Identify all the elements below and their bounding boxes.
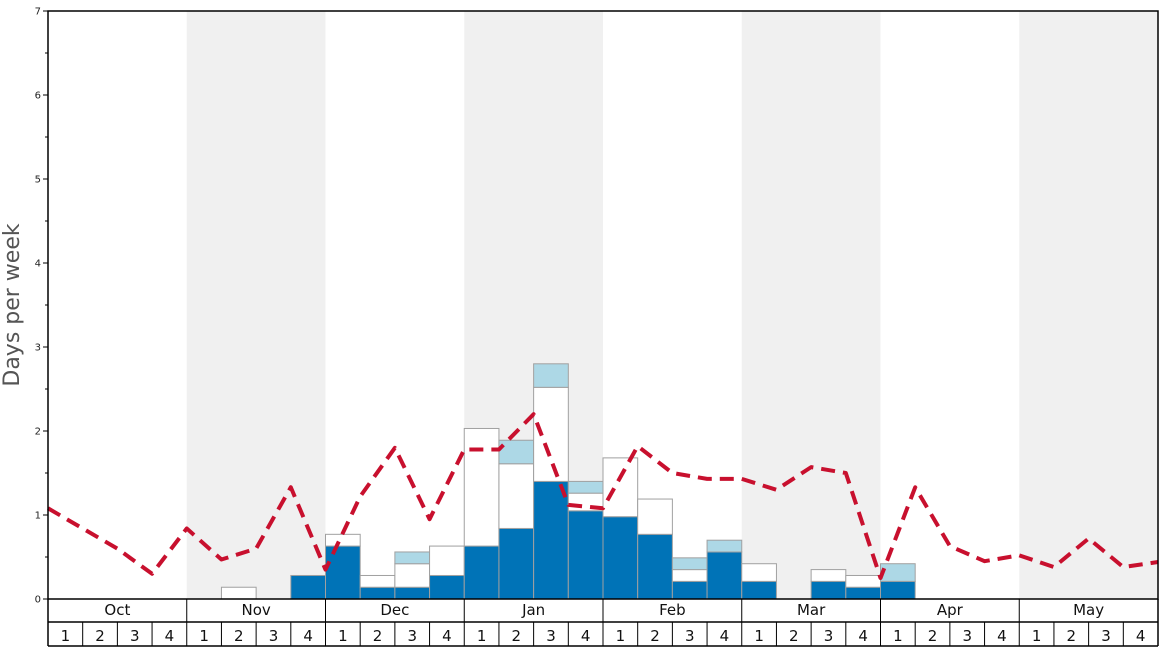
month-label-may: May bbox=[1073, 601, 1104, 619]
month-label-nov: Nov bbox=[241, 601, 270, 619]
week-label: 3 bbox=[546, 627, 556, 645]
month-label-mar: Mar bbox=[797, 601, 826, 619]
week-label: 3 bbox=[1101, 627, 1111, 645]
average-line-layer bbox=[46, 412, 1159, 580]
week-label: 2 bbox=[1067, 627, 1077, 645]
week-label: 2 bbox=[234, 627, 244, 645]
y-tick-label: 5 bbox=[35, 175, 41, 186]
week-label: 1 bbox=[477, 627, 487, 645]
bar-segment-light-week-25 bbox=[880, 563, 916, 582]
week-label: 3 bbox=[962, 627, 972, 645]
bar-segment-dark-week-15 bbox=[533, 480, 569, 600]
y-tick-label: 7 bbox=[35, 7, 41, 18]
bar-segment-dark-week-8 bbox=[290, 574, 326, 600]
bar-segment-white-week-15 bbox=[533, 386, 569, 482]
y-tick-label: 0 bbox=[35, 595, 41, 606]
y-tick-label: 1 bbox=[35, 511, 41, 522]
week-label: 1 bbox=[199, 627, 209, 645]
bar-layer bbox=[220, 363, 916, 600]
week-label: 2 bbox=[789, 627, 799, 645]
month-shade-nov bbox=[186, 11, 326, 599]
week-label: 4 bbox=[997, 627, 1007, 645]
week-label: 1 bbox=[61, 627, 71, 645]
bar-segment-white-week-21 bbox=[741, 563, 777, 582]
week-label: 3 bbox=[269, 627, 279, 645]
bar-segment-white-week-18 bbox=[637, 498, 673, 535]
bar-segment-white-week-6 bbox=[220, 586, 257, 600]
bar-segment-white-week-24 bbox=[845, 574, 881, 588]
bar-segment-white-week-23 bbox=[810, 569, 847, 582]
bar-segment-dark-week-12 bbox=[429, 574, 465, 600]
bar-segment-dark-week-23 bbox=[810, 580, 847, 600]
bar-segment-light-week-11 bbox=[394, 551, 431, 565]
week-label: 1 bbox=[893, 627, 903, 645]
bar-segment-dark-week-25 bbox=[880, 580, 916, 600]
y-tick-label: 2 bbox=[35, 427, 41, 438]
y-tick-label: 4 bbox=[35, 259, 41, 270]
week-label: 1 bbox=[338, 627, 348, 645]
bar-segment-white-week-14 bbox=[498, 463, 535, 529]
bar-segment-white-week-13 bbox=[463, 427, 500, 547]
week-label: 4 bbox=[442, 627, 452, 645]
bar-segment-white-week-12 bbox=[429, 545, 465, 576]
week-label: 1 bbox=[616, 627, 626, 645]
bar-segment-dark-week-16 bbox=[567, 510, 604, 600]
axis-layer: 0 1 2 3 4 5 6 7 Oct Nov Dec Jan Feb Mar Apr May 1 2 3 4 1 2 3 4… bbox=[35, 7, 1159, 647]
month-label-dec: Dec bbox=[380, 601, 409, 619]
bar-segment-white-week-11 bbox=[394, 563, 431, 588]
bar-segment-light-week-15 bbox=[533, 363, 569, 388]
bar-segment-light-week-16 bbox=[567, 480, 604, 494]
week-label: 4 bbox=[581, 627, 591, 645]
bar-segment-dark-week-24 bbox=[845, 586, 881, 600]
week-label: 2 bbox=[95, 627, 105, 645]
bar-segment-dark-week-19 bbox=[671, 580, 708, 600]
month-shade-mar bbox=[741, 11, 881, 599]
bar-segment-light-week-14 bbox=[498, 439, 535, 465]
week-label: 3 bbox=[407, 627, 417, 645]
bar-segment-dark-week-9 bbox=[325, 545, 361, 600]
week-label: 2 bbox=[373, 627, 383, 645]
month-shade-may bbox=[1019, 11, 1158, 599]
week-label: 4 bbox=[1136, 627, 1146, 645]
y-axis-label: Days per week bbox=[0, 223, 25, 386]
y-tick-label: 6 bbox=[35, 91, 41, 102]
bar-segment-white-week-19 bbox=[671, 569, 708, 582]
week-label: 3 bbox=[685, 627, 695, 645]
month-label-apr: Apr bbox=[937, 601, 964, 619]
week-label: 2 bbox=[928, 627, 938, 645]
bar-segment-dark-week-17 bbox=[602, 516, 639, 600]
month-label-feb: Feb bbox=[659, 601, 686, 619]
month-shading-layer bbox=[186, 11, 1158, 599]
bar-segment-light-week-20 bbox=[706, 539, 743, 553]
bar-segment-dark-week-21 bbox=[741, 580, 777, 600]
week-label: 4 bbox=[858, 627, 868, 645]
month-label-oct: Oct bbox=[104, 601, 130, 619]
bar-segment-dark-week-20 bbox=[706, 551, 743, 600]
bar-segment-light-week-19 bbox=[671, 557, 708, 571]
week-label: 1 bbox=[754, 627, 764, 645]
y-tick-label: 3 bbox=[35, 343, 41, 354]
bar-segment-dark-week-13 bbox=[463, 545, 500, 600]
week-label: 4 bbox=[165, 627, 175, 645]
bar-segment-dark-week-11 bbox=[394, 586, 431, 600]
week-label: 1 bbox=[1032, 627, 1042, 645]
bar-segment-white-week-9 bbox=[325, 533, 361, 547]
bar-segment-dark-week-10 bbox=[359, 586, 396, 600]
bar-segment-dark-week-14 bbox=[498, 527, 535, 600]
week-label: 4 bbox=[303, 627, 313, 645]
bar-segment-white-week-17 bbox=[602, 457, 639, 518]
week-label: 2 bbox=[512, 627, 522, 645]
month-label-jan: Jan bbox=[521, 601, 545, 619]
week-label: 4 bbox=[720, 627, 730, 645]
average-line bbox=[46, 412, 1159, 580]
week-label: 3 bbox=[130, 627, 140, 645]
week-label: 2 bbox=[650, 627, 660, 645]
bar-segment-dark-week-18 bbox=[637, 533, 673, 600]
week-label: 3 bbox=[824, 627, 834, 645]
bar-segment-white-week-10 bbox=[359, 574, 396, 588]
